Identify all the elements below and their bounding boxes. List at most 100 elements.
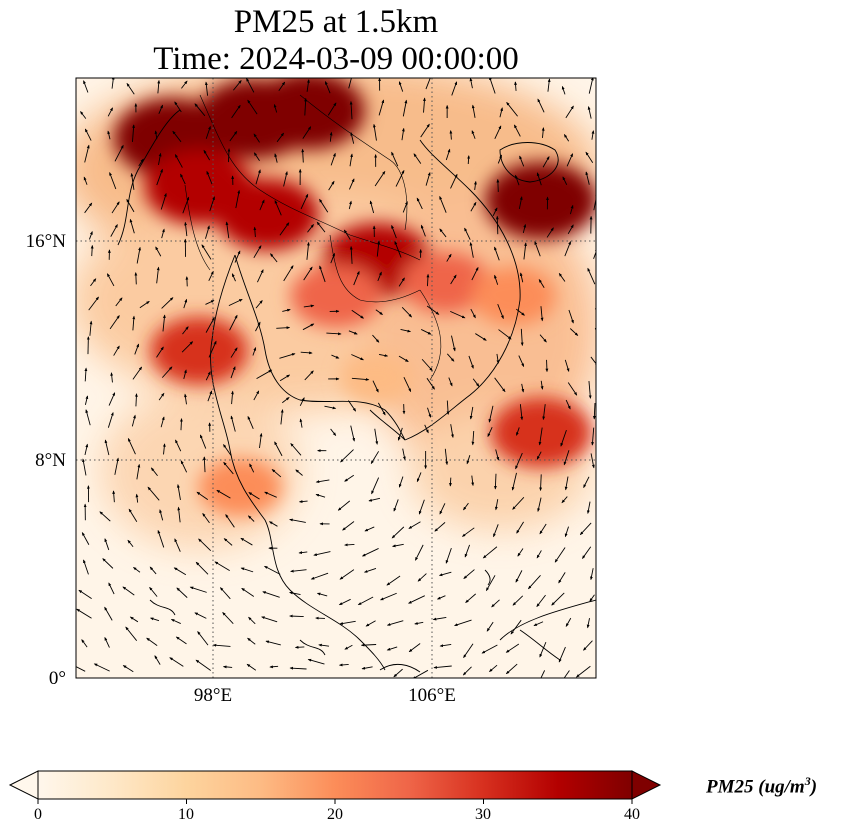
wind-arrow xyxy=(446,253,452,262)
wind-arrow xyxy=(136,246,141,264)
wind-arrow xyxy=(289,666,307,670)
wind-arrow xyxy=(330,252,335,264)
wind-arrow xyxy=(134,393,138,407)
wind-arrow xyxy=(349,100,353,120)
wind-arrow xyxy=(514,81,517,91)
wind-arrow xyxy=(229,130,238,142)
wind-arrow xyxy=(107,130,111,140)
wind-arrow xyxy=(519,155,525,167)
wind-arrow xyxy=(247,637,256,645)
wind-arrow xyxy=(519,404,524,421)
wind-arrow xyxy=(515,452,523,470)
wind-arrow xyxy=(493,524,499,538)
wind-arrow xyxy=(414,621,424,625)
wind-arrow xyxy=(216,489,231,499)
wind-arrow xyxy=(127,539,134,548)
map-subtitle-time: Time: 2024-03-09 00:00:00 xyxy=(153,41,519,77)
colorbar-extend-min xyxy=(8,770,39,800)
wind-arrow xyxy=(194,103,206,117)
wind-arrow xyxy=(348,78,352,89)
wind-arrow xyxy=(247,415,254,430)
wind-arrow xyxy=(408,595,425,604)
wind-arrow xyxy=(427,407,432,418)
wind-arrow xyxy=(176,587,188,598)
wind-arrow xyxy=(207,390,213,402)
wind-arrow xyxy=(246,78,255,93)
wind-arrow xyxy=(363,568,377,573)
wind-arrow xyxy=(473,180,477,191)
pm25-hotspot-12 xyxy=(198,457,283,517)
wind-arrow xyxy=(274,441,283,457)
wind-arrow xyxy=(316,221,326,233)
wind-arrow xyxy=(401,306,413,318)
wind-arrow xyxy=(259,432,263,449)
wind-arrow xyxy=(378,99,385,116)
wind-arrow xyxy=(199,434,207,449)
wind-arrow xyxy=(174,538,181,552)
wind-arrow xyxy=(129,616,139,623)
wind-arrow xyxy=(111,78,115,89)
wind-arrow xyxy=(183,298,188,309)
wind-arrow xyxy=(175,636,187,645)
wind-arrow xyxy=(295,469,303,476)
wind-arrow xyxy=(391,224,397,239)
wind-arrow xyxy=(328,180,335,191)
wind-arrow xyxy=(270,253,278,263)
colorbar-tick-40: 40 xyxy=(624,806,640,823)
colorbar-tick-30: 30 xyxy=(475,806,491,823)
wind-arrow xyxy=(289,518,306,523)
wind-arrow xyxy=(466,455,471,465)
wind-arrow xyxy=(290,569,307,573)
wind-arrow xyxy=(506,101,518,117)
wind-arrow xyxy=(517,548,524,557)
wind-arrow xyxy=(439,503,446,515)
wind-arrow xyxy=(561,85,566,95)
wind-arrow xyxy=(558,572,566,584)
wind-arrow xyxy=(273,103,278,113)
wind-arrow xyxy=(233,79,242,91)
wind-arrow xyxy=(425,171,431,186)
wind-arrow xyxy=(471,104,476,118)
wind-arrow xyxy=(93,663,110,672)
wind-arrow xyxy=(415,544,424,561)
wind-arrow xyxy=(488,405,494,423)
wind-arrow xyxy=(416,472,422,483)
wind-arrow xyxy=(82,458,87,476)
wind-arrow xyxy=(132,366,143,380)
wind-arrow xyxy=(184,393,187,405)
wind-arrow xyxy=(104,606,113,621)
wind-arrow xyxy=(160,416,165,428)
wind-arrow xyxy=(567,382,578,396)
wind-arrow xyxy=(349,153,353,167)
wind-arrow xyxy=(172,130,182,143)
wind-arrow xyxy=(521,383,525,393)
wind-arrow xyxy=(422,97,426,113)
wind-arrow xyxy=(180,173,186,185)
wind-arrow xyxy=(205,125,211,139)
wind-arrow xyxy=(467,155,471,165)
wind-arrow xyxy=(499,107,503,118)
wind-arrow xyxy=(434,522,446,532)
wind-arrow xyxy=(486,621,494,632)
wind-arrow xyxy=(349,245,353,264)
wind-arrow xyxy=(350,425,356,442)
wind-arrow xyxy=(289,614,304,618)
wind-arrow xyxy=(274,153,278,163)
wind-arrow xyxy=(203,149,211,161)
wind-arrow xyxy=(264,491,277,498)
wind-arrow xyxy=(348,330,358,335)
wind-arrow xyxy=(432,617,447,621)
wind-arrow xyxy=(315,493,326,498)
wind-arrow xyxy=(139,301,150,309)
wind-arrow xyxy=(588,381,592,399)
wind-arrow xyxy=(471,475,475,487)
wind-arrow xyxy=(205,300,215,305)
wind-arrow xyxy=(469,406,474,420)
wind-arrow xyxy=(586,618,590,629)
wind-arrow xyxy=(472,378,480,387)
wind-arrow xyxy=(408,521,421,529)
wind-arrow xyxy=(88,296,99,311)
wind-arrow xyxy=(90,244,94,257)
wind-arrow xyxy=(446,400,450,415)
wind-arrow xyxy=(401,127,405,141)
